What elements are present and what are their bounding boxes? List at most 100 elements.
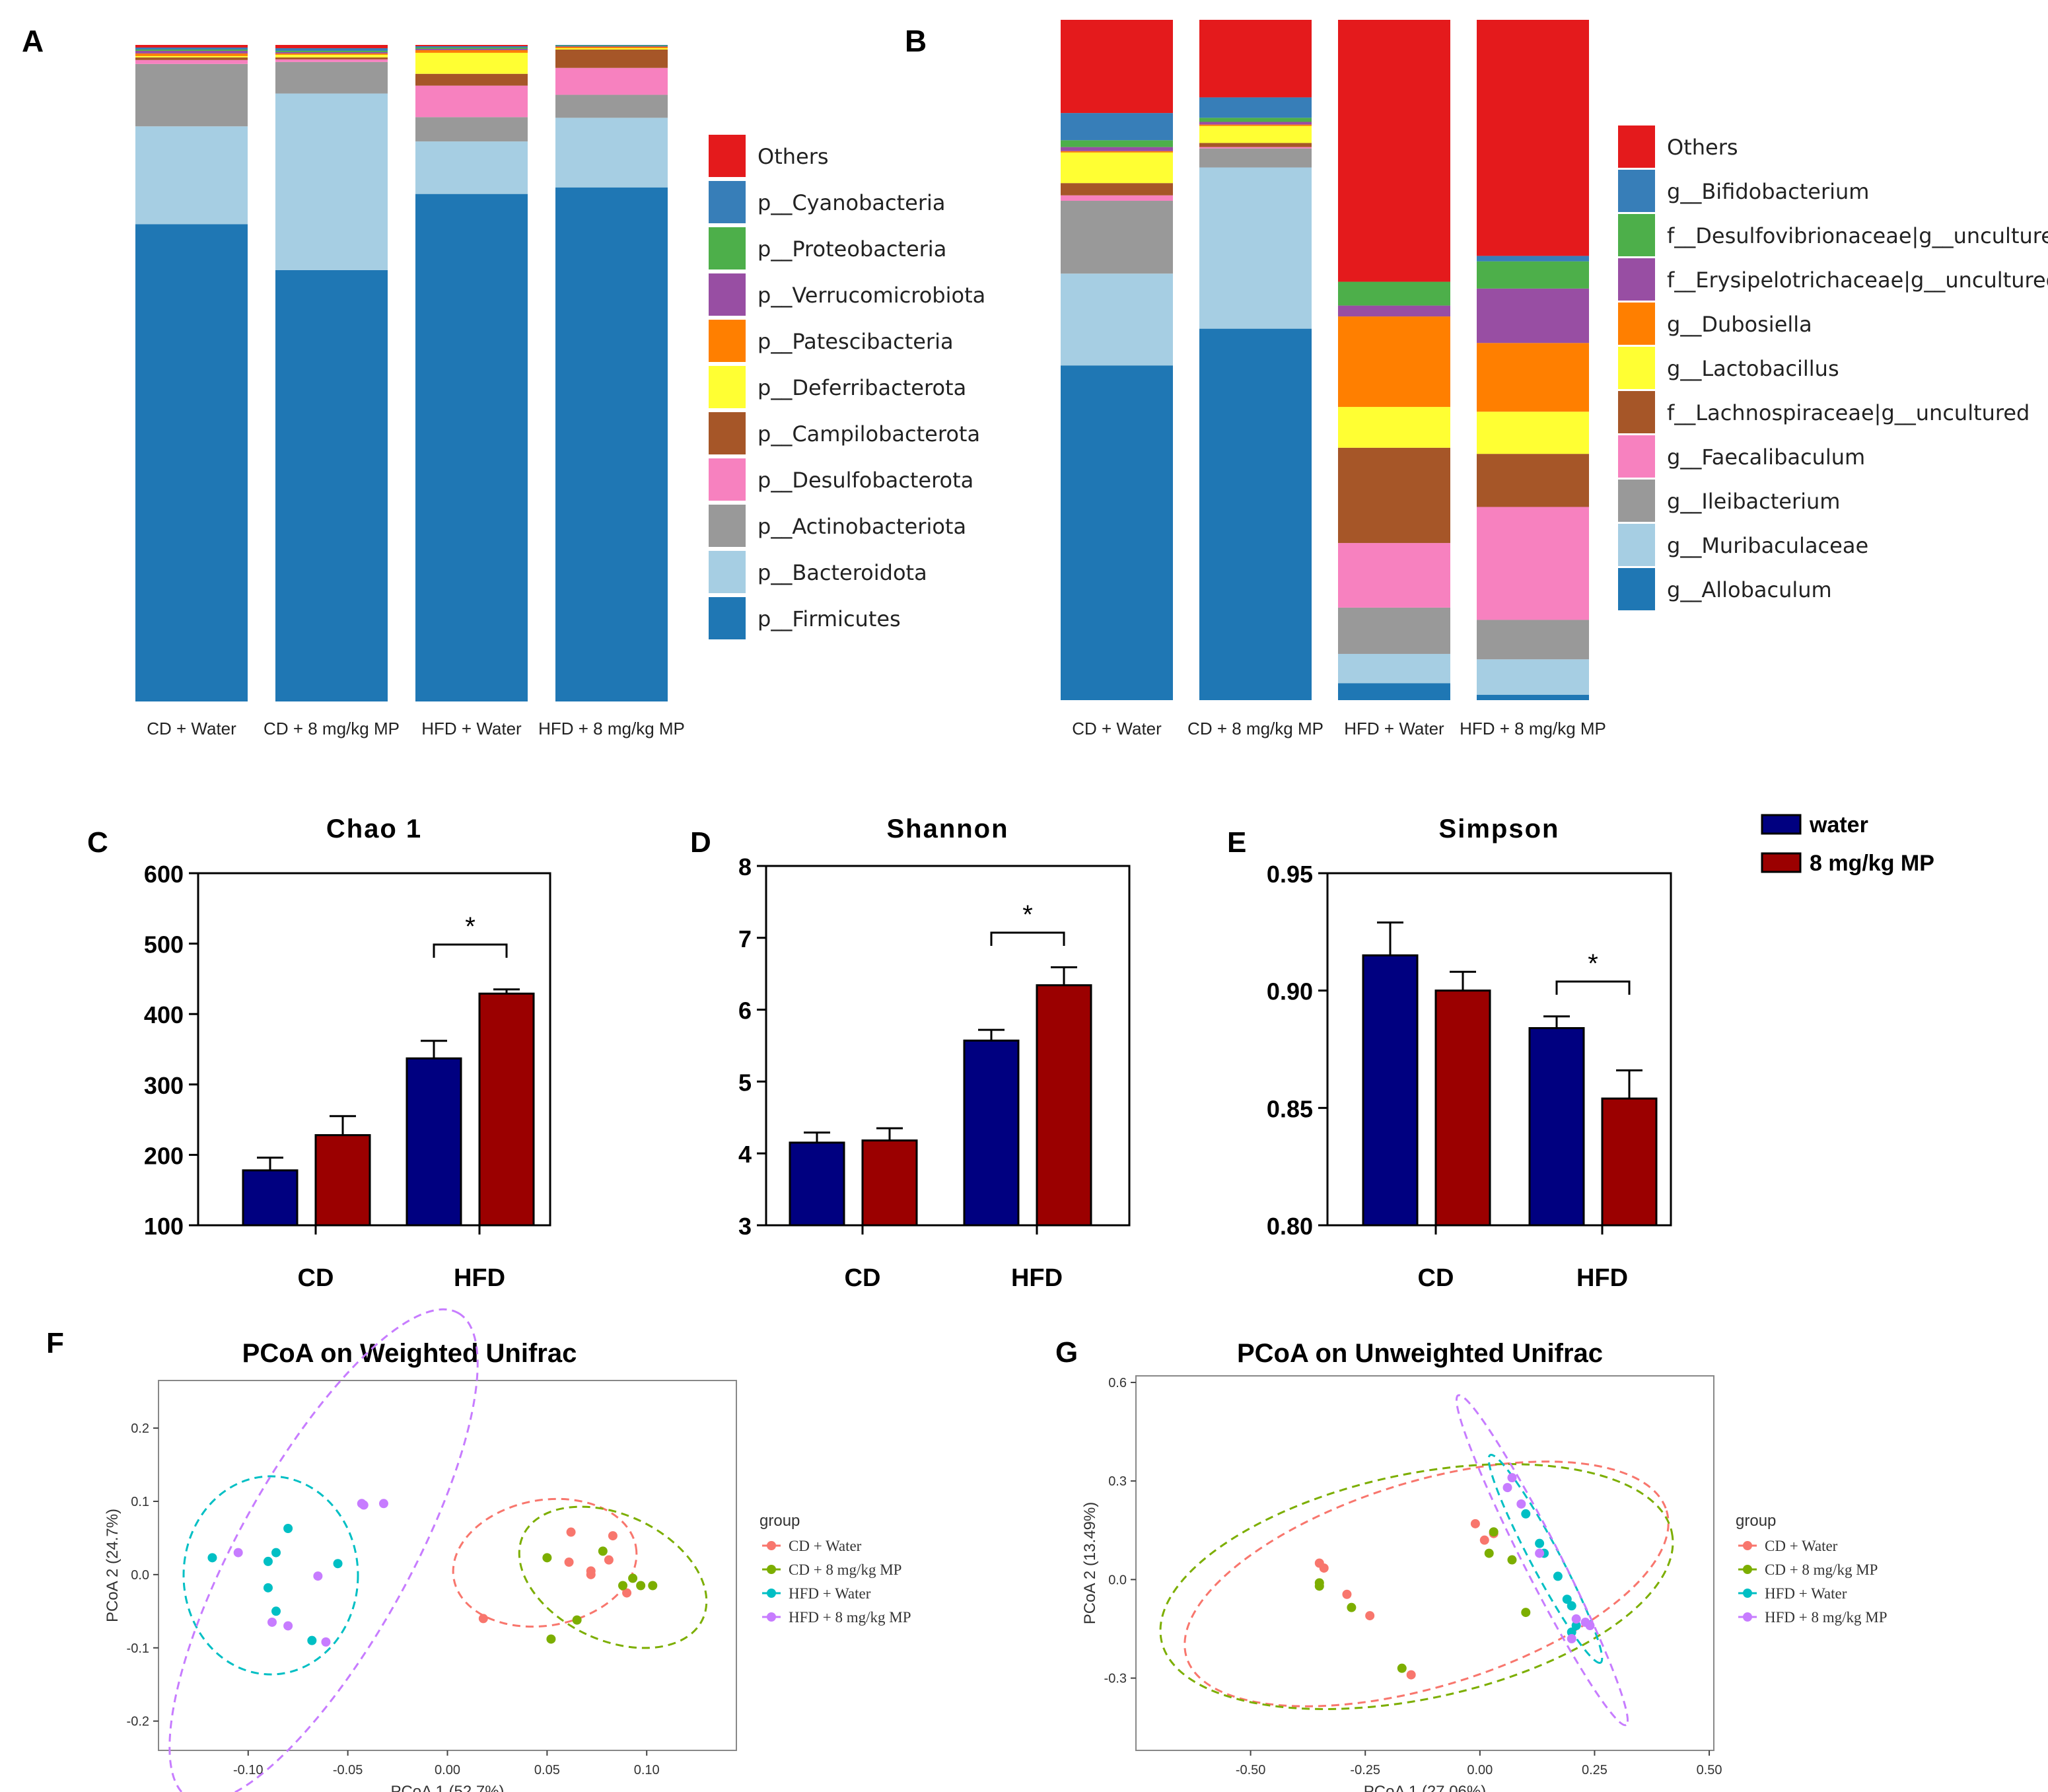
data-point [1470, 1519, 1480, 1528]
bar-water [242, 1169, 299, 1227]
stack-segment [1061, 147, 1173, 151]
legend-label: g__Allobaculum [1667, 577, 1832, 602]
panel-label: A [22, 24, 44, 58]
legend-label: p__Bacteroidota [758, 560, 927, 585]
stack-segment [555, 187, 668, 701]
stack-segment [1477, 454, 1589, 507]
legend-swatch [1618, 524, 1655, 566]
y-tick-label: 0.3 [1108, 1474, 1127, 1489]
y-tick-label: 7 [738, 925, 752, 952]
chart-title: Simpson [1439, 814, 1560, 843]
bar-chart-chao1: C Chao 1 100 200 300 400 500 600 CD HFD * [87, 814, 551, 1292]
category-label: HFD + Water [1344, 719, 1444, 738]
stack-segment [555, 46, 668, 48]
y-tick-label: 400 [144, 1001, 184, 1028]
stack-segment [1061, 152, 1173, 184]
confidence-ellipse [1455, 1394, 1629, 1727]
stack-segment [555, 118, 668, 188]
panel-label: G [1055, 1336, 1078, 1369]
stack-segment [275, 53, 388, 55]
data-point [1319, 1563, 1329, 1573]
stack-segment [135, 50, 248, 54]
bar-water [789, 1141, 845, 1227]
legend-label: CD + Water [789, 1538, 862, 1554]
legend-title: group [759, 1512, 800, 1530]
stack-segment [1338, 305, 1450, 317]
legend-label: CD + Water [1765, 1538, 1838, 1554]
y-tick-label: -0.3 [1104, 1672, 1127, 1686]
bar-mp [861, 1139, 918, 1227]
stack-segment [1477, 343, 1589, 412]
plot-frame [197, 872, 551, 1227]
alpha-diversity-legend: water 8 mg/kg MP [1761, 812, 1934, 876]
legend-label: p__Desulfobacterota [758, 468, 973, 493]
legend-swatch [1618, 303, 1655, 345]
data-point [1342, 1589, 1352, 1599]
data-point [1397, 1663, 1407, 1673]
data-point [1535, 1548, 1545, 1558]
legend-swatch [1618, 125, 1655, 168]
stack-segment [135, 47, 248, 50]
stack-segment [1338, 607, 1450, 654]
legend-label: g__Muribaculaceae [1667, 533, 1868, 558]
y-tick-label: 100 [144, 1213, 184, 1240]
bar-water [406, 1057, 462, 1227]
stack-segment [1061, 273, 1173, 366]
confidence-ellipse [182, 1475, 359, 1676]
data-point [1521, 1608, 1531, 1618]
data-point [1535, 1538, 1545, 1548]
y-tick-label: 5 [738, 1069, 752, 1096]
legend-swatch [709, 505, 746, 547]
data-point [359, 1500, 369, 1510]
stack-segment [275, 45, 388, 48]
stack-segment [1199, 20, 1312, 98]
legend-label: g__Dubosiella [1667, 312, 1812, 337]
stack-segment [1338, 20, 1450, 282]
y-tick-label: -0.2 [127, 1715, 149, 1729]
stack-segment [1199, 97, 1312, 118]
legend-label: g__Lactobacillus [1667, 356, 1839, 381]
legend-label: CD + 8 mg/kg MP [1765, 1561, 1878, 1578]
y-tick-label: 0.0 [1108, 1573, 1127, 1587]
panel-label: D [690, 826, 711, 859]
legend-marker [767, 1541, 776, 1550]
legend-marker [1743, 1612, 1752, 1622]
stack-segment [1061, 140, 1173, 147]
bar-water [1528, 1027, 1585, 1227]
category-label: HFD + Water [421, 719, 522, 738]
y-tick-label: 0.90 [1267, 978, 1313, 1005]
stack-segment [1477, 261, 1589, 289]
data-point [1567, 1601, 1576, 1611]
stack-segment [135, 57, 248, 60]
data-point [307, 1635, 317, 1645]
chart-title: Chao 1 [326, 814, 422, 843]
legend-label: g__Ileibacterium [1667, 489, 1840, 514]
stack-segment [555, 48, 668, 50]
panel-label: B [905, 24, 927, 58]
stack-segment [1199, 122, 1312, 125]
stack-segment [415, 50, 528, 53]
y-tick-label: 600 [144, 861, 184, 888]
legend-label: p__Proteobacteria [758, 236, 946, 262]
stack-segment [1477, 620, 1589, 660]
legend-swatch [709, 412, 746, 454]
x-category-label: HFD [454, 1264, 505, 1292]
data-point [1567, 1627, 1576, 1637]
category-label: CD + Water [147, 719, 236, 738]
legend-marker [1743, 1541, 1752, 1550]
category-label: HFD + 8 mg/kg MP [538, 719, 685, 738]
stack-segment [1199, 143, 1312, 147]
data-point [586, 1569, 596, 1579]
legend-swatch [709, 227, 746, 269]
x-tick-label: 0.10 [634, 1763, 660, 1777]
significance-bracket [1555, 980, 1631, 995]
y-tick-label: 0.85 [1267, 1095, 1313, 1122]
data-point [271, 1606, 281, 1616]
y-tick-label: -0.1 [127, 1641, 149, 1656]
legend-swatch-mp [1761, 852, 1802, 873]
stack-segment [1338, 407, 1450, 448]
significance-star: * [465, 912, 476, 941]
data-point [333, 1559, 343, 1569]
stack-segment [135, 53, 248, 56]
stack-segment [135, 224, 248, 701]
